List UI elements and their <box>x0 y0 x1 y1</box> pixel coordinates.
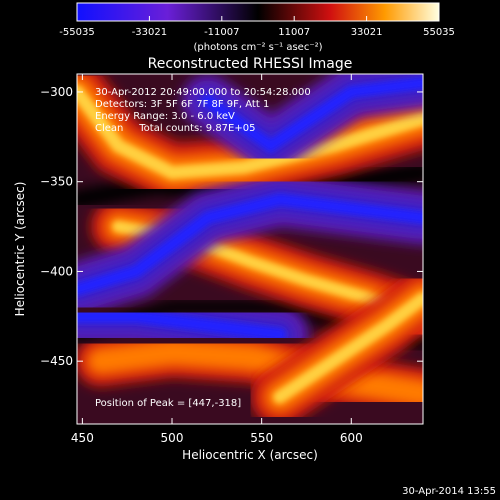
x-tick-label: 550 <box>250 431 273 445</box>
y-axis-label: Heliocentric Y (arcsec) <box>13 182 27 317</box>
colorbar-tick-label: 11007 <box>278 27 310 38</box>
colorbar <box>76 2 440 22</box>
colorbar-tick-label: -55035 <box>59 27 94 38</box>
colorbar-tick-label: -11007 <box>204 27 239 38</box>
info-text: 30-Apr-2012 20:49:00.000 to 20:54:28.000… <box>95 87 311 134</box>
band-purple-upper-peak <box>202 77 423 153</box>
x-axis: 450 500 550 600 <box>71 74 363 445</box>
y-axis: −300 −350 −400 −450 <box>40 85 423 368</box>
band-upper-left-bright-peak <box>77 85 423 180</box>
colorbar-tick-label: 55035 <box>423 27 455 38</box>
chart-title: Reconstructed RHESSI Image <box>148 56 353 72</box>
x-axis-label: Heliocentric X (arcsec) <box>182 448 318 462</box>
x-tick-label: 600 <box>340 431 363 445</box>
info-line-time: 30-Apr-2012 20:49:00.000 to 20:54:28.000 <box>95 87 311 98</box>
colorbar-tick-label: 33021 <box>351 27 383 38</box>
y-tick-label: −350 <box>40 175 73 189</box>
plot-frame <box>76 73 424 425</box>
band-right-band-peak <box>273 292 423 404</box>
y-tick-label: −450 <box>40 354 73 368</box>
band-purple-low-peak <box>77 309 286 341</box>
colorbar-tick-label: -33021 <box>132 27 167 38</box>
colorbar-units-label: (photons cm⁻² s⁻¹ asec⁻²) <box>193 42 322 53</box>
band-purple-mid-peak <box>77 193 423 296</box>
info-line-clean: Clean Total counts: 9.87E+05 <box>95 123 255 134</box>
heatmap-image <box>77 74 423 424</box>
colorbar-ticks: -55035 -33021 -11007 11007 33021 55035 <box>59 16 455 38</box>
x-tick-label: 500 <box>161 431 184 445</box>
footer-date: 30-Apr-2014 13:55 <box>402 486 496 497</box>
peak-position-label: Position of Peak = [447,-318] <box>95 398 241 409</box>
info-line-energy: Energy Range: 3.0 - 6.0 keV <box>95 111 235 122</box>
y-tick-label: −300 <box>40 85 73 99</box>
heatmap-bands <box>77 74 423 424</box>
y-tick-label: −400 <box>40 264 73 278</box>
x-tick-label: 450 <box>71 431 94 445</box>
info-line-detectors: Detectors: 3F 5F 6F 7F 8F 9F, Att 1 <box>95 99 269 110</box>
